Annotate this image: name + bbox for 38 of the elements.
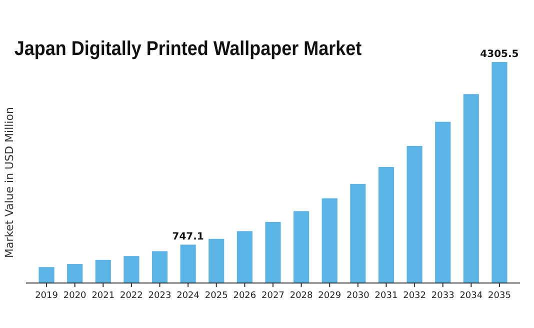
x-tick-label: 2033 [431,291,454,301]
bar [322,198,338,283]
x-tick-label: 2020 [63,291,87,301]
chart-title: Japan Digitally Printed Wallpaper Market [14,38,362,60]
x-tick-label: 2025 [204,291,228,301]
bar [152,251,168,283]
bar [180,244,196,283]
x-tick-label: 2035 [488,291,511,301]
bar [124,256,140,283]
x-tick-label: 2021 [92,291,115,301]
bar [492,62,508,283]
bar [236,231,252,283]
bar [350,184,366,283]
bar [406,146,422,283]
bar [208,238,224,283]
x-tick-label: 2026 [233,291,256,301]
x-tick-label: 2031 [374,291,398,301]
bar [378,166,394,283]
x-tick-label: 2027 [262,291,284,301]
bar [463,94,479,283]
bar [294,211,310,283]
bar [435,122,451,283]
x-tick-label: 2029 [318,291,342,301]
x-tick-label: 2019 [35,291,58,301]
x-tick-label: 2030 [346,291,370,301]
x-tick-label: 2023 [148,291,172,301]
x-tick-label: 2032 [403,291,426,301]
data-label: 747.1 [172,232,204,243]
x-tick-label: 2022 [120,291,143,301]
bar [95,260,111,283]
data-label: 4305.5 [480,49,519,60]
x-tick-label: 2028 [290,291,314,301]
bar [265,222,281,283]
x-tick-label: 2024 [176,291,200,301]
x-tick-label: 2034 [460,291,483,301]
bar [38,267,54,283]
bar [67,264,83,283]
y-axis-title: Market Value in USD Million [3,107,16,258]
